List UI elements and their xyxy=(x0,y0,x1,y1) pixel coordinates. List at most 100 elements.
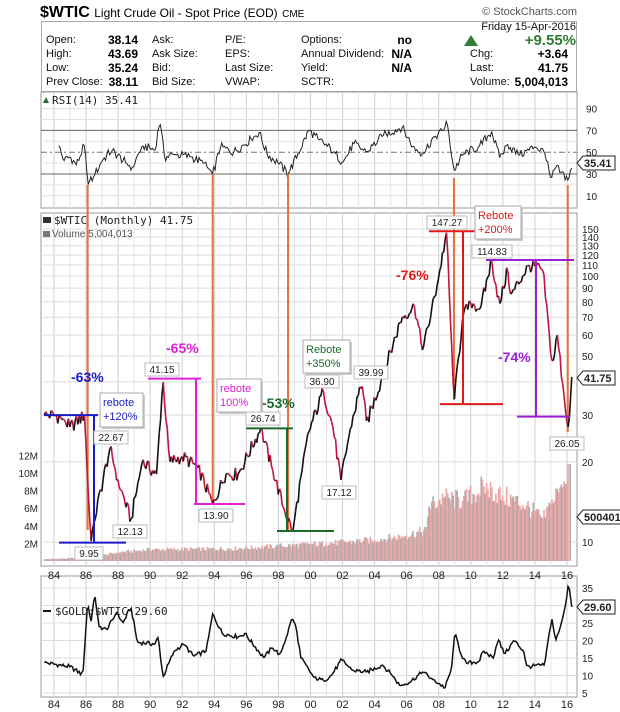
gold-tick-label: 15 xyxy=(582,654,594,665)
price-tick-label: 140 xyxy=(582,233,599,244)
rsi-legend-icon xyxy=(43,97,49,103)
volume-bar xyxy=(382,538,385,561)
price-bar xyxy=(127,506,131,522)
volume-bar xyxy=(390,540,393,561)
volume-bar xyxy=(129,552,131,561)
volume-bar xyxy=(483,486,485,561)
volume-last-tag-box xyxy=(576,509,620,525)
price-bar xyxy=(221,481,224,484)
volume-bar xyxy=(545,507,548,561)
volume-bar xyxy=(455,489,457,561)
volume-bar xyxy=(495,493,497,561)
volume-bar xyxy=(320,542,322,561)
volume-bar xyxy=(272,548,274,561)
price-bar xyxy=(560,376,564,384)
price-label-box xyxy=(426,215,468,230)
price-bar xyxy=(356,394,359,398)
volume-bar xyxy=(123,551,126,561)
volume-bar xyxy=(520,509,523,561)
volume-bar xyxy=(263,546,266,561)
price-bar xyxy=(341,460,345,469)
volume-bar xyxy=(312,544,314,561)
price-label: 13.90 xyxy=(203,511,228,522)
price-bar xyxy=(135,482,139,493)
quote-value: no xyxy=(397,33,412,47)
price-bar xyxy=(451,348,454,383)
volume-bar xyxy=(457,497,460,561)
price-bar xyxy=(422,336,426,346)
volume-bar xyxy=(157,548,159,561)
price-bar xyxy=(265,441,269,447)
brand[interactable]: © StockCharts.com xyxy=(482,6,577,18)
price-legend: $WTIC (Monthly) 41.75 xyxy=(54,214,193,227)
volume-bar xyxy=(150,551,153,561)
price-bar xyxy=(330,421,334,428)
x-tick-label: 94 xyxy=(208,699,220,711)
price-bar xyxy=(230,476,234,481)
volume-bar xyxy=(401,535,404,561)
volume-bar xyxy=(301,542,303,561)
volume-bar xyxy=(322,546,325,561)
volume-bar xyxy=(400,538,402,561)
quote-label: P/E: xyxy=(225,34,246,46)
price-bar xyxy=(309,422,313,430)
volume-bar xyxy=(547,505,549,561)
gold-tick-label: 35 xyxy=(582,584,594,595)
volume-bar xyxy=(206,546,209,561)
volume-bar xyxy=(173,547,175,561)
instrument-name: Light Crude Oil - Spot Price (EOD) xyxy=(94,6,278,20)
price-bar xyxy=(208,492,211,495)
volume-bar xyxy=(201,547,203,561)
volume-bar xyxy=(540,517,543,561)
volume-bar xyxy=(416,532,418,561)
price-bar xyxy=(493,281,497,285)
price-bar xyxy=(305,434,309,444)
volume-bar xyxy=(553,500,556,561)
price-bar xyxy=(155,452,159,475)
volume-bar xyxy=(117,552,119,561)
volume-bar xyxy=(421,535,424,561)
volume-bar xyxy=(185,548,187,561)
price-bar xyxy=(424,328,428,337)
price-label-box xyxy=(353,365,389,380)
x-tick-label: 92 xyxy=(176,699,188,711)
price-bar xyxy=(321,388,325,393)
volume-bar xyxy=(557,492,560,561)
price-bar xyxy=(459,337,462,352)
rsi-last-tag: 35.41 xyxy=(584,158,612,170)
volume-bar xyxy=(377,541,380,561)
volume-bar xyxy=(56,559,59,561)
price-bar xyxy=(397,321,401,326)
price-bar xyxy=(491,261,495,275)
volume-bar xyxy=(237,549,239,561)
volume-bar xyxy=(213,548,215,561)
volume-bar xyxy=(58,558,60,561)
price-bar xyxy=(298,476,302,484)
volume-bar xyxy=(563,481,565,561)
price-bar xyxy=(425,326,429,330)
volume-bar xyxy=(410,534,413,561)
volume-bar xyxy=(481,479,484,561)
volume-bar xyxy=(354,543,357,561)
price-tick-label: 120 xyxy=(582,251,599,262)
price-bar xyxy=(223,473,227,484)
volume-bar xyxy=(381,541,384,561)
price-bar xyxy=(273,479,276,482)
volume-bar xyxy=(513,501,516,561)
volume-bar xyxy=(468,490,470,561)
price-bar xyxy=(337,457,341,468)
price-bar xyxy=(228,473,231,477)
volume-bar xyxy=(226,548,229,561)
gold-tick-label: 25 xyxy=(582,619,594,630)
chart-title: $WTIC Light Crude Oil - Spot Price (EOD)… xyxy=(40,4,304,22)
price-bar xyxy=(252,445,255,448)
volume-bar xyxy=(316,546,318,561)
price-tick-label: 80 xyxy=(582,298,594,309)
volume-bar xyxy=(422,530,425,561)
rebound-note-text: 100% xyxy=(220,397,248,409)
price-bar xyxy=(269,454,273,467)
price-bar xyxy=(158,419,162,433)
price-bar xyxy=(524,265,528,274)
volume-bar xyxy=(227,548,230,561)
volume-bar xyxy=(70,557,72,561)
